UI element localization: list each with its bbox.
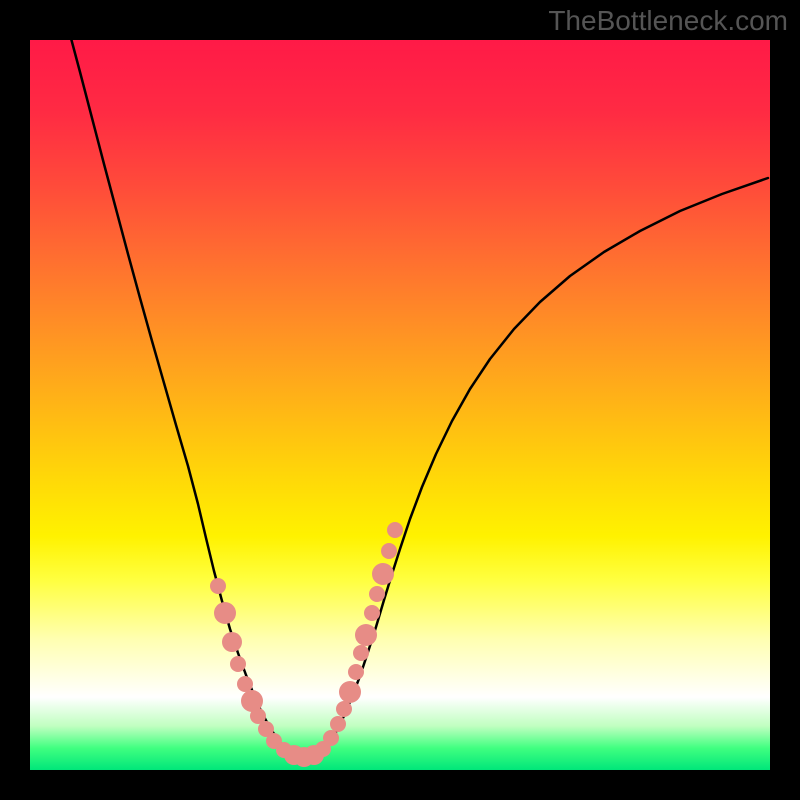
plot-background: [30, 40, 770, 770]
valley-marker: [387, 522, 403, 538]
valley-marker: [381, 543, 397, 559]
valley-marker: [369, 586, 385, 602]
valley-marker: [336, 701, 352, 717]
valley-marker: [214, 602, 236, 624]
valley-marker: [230, 656, 246, 672]
valley-marker: [210, 578, 226, 594]
valley-marker: [353, 645, 369, 661]
valley-marker: [364, 605, 380, 621]
valley-marker: [372, 563, 394, 585]
valley-marker: [237, 676, 253, 692]
valley-marker: [339, 681, 361, 703]
bottleneck-chart: TheBottleneck.com: [0, 0, 800, 800]
valley-marker: [330, 716, 346, 732]
chart-container: TheBottleneck.com: [0, 0, 800, 800]
valley-marker: [348, 664, 364, 680]
watermark-text: TheBottleneck.com: [548, 5, 788, 36]
valley-marker: [355, 624, 377, 646]
valley-marker: [323, 730, 339, 746]
valley-marker: [222, 632, 242, 652]
